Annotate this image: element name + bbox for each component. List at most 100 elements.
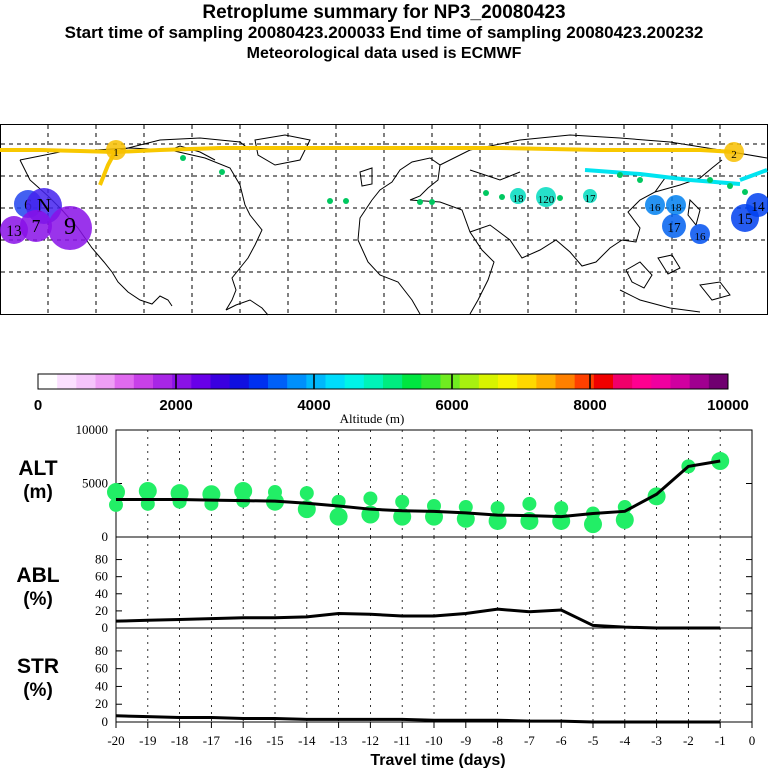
colorbar-swatch [670, 374, 691, 389]
x-axis: -20 -19 -18 -17 -16 -15 -14 -13 -12 -11 -10 -9 -8 -7-… [107, 722, 755, 768]
plume-dot [417, 199, 423, 205]
x-tick-label: -17 [203, 733, 221, 748]
world-map: 126N13791812017161817161514 [0, 124, 768, 316]
y-tick-label: 80 [95, 643, 108, 658]
y-tick-label: 0 [102, 620, 109, 635]
plume-label: 15 [737, 211, 753, 228]
x-tick-label: -18 [171, 733, 188, 748]
plume-blob [20, 210, 52, 242]
plume-blob [106, 140, 126, 160]
x-tick-label: -12 [362, 733, 379, 748]
panel-str: 0 20 40 60 80 STR(%) [17, 627, 753, 729]
series-line [115, 714, 721, 724]
colorbar-swatch [133, 374, 154, 389]
colorbar-swatch [210, 374, 231, 389]
plume-blob [510, 188, 526, 204]
plume-dot [557, 195, 563, 201]
x-tick-label: -19 [139, 733, 156, 748]
colorbar-swatch [478, 374, 499, 389]
plume-label: 1 [113, 147, 119, 159]
colorbar-swatch [306, 374, 326, 389]
scatter-point [584, 515, 602, 534]
scatter-point [522, 496, 537, 511]
plume-label: 16 [695, 231, 707, 243]
plume-dot [499, 194, 505, 200]
x-tick-label: -20 [107, 733, 124, 748]
panel-title: ALT [18, 457, 57, 480]
colorbar-tick-label: 10000 [707, 397, 749, 414]
colorbar-swatch [440, 374, 461, 389]
plume-track-high [0, 146, 736, 155]
scatter-point [427, 498, 441, 513]
plume-blob [666, 195, 686, 215]
panel-alt: 0 5000 10000 ALT(m) [18, 422, 753, 544]
colorbar-swatch [708, 374, 729, 389]
x-tick-label: -6 [556, 733, 567, 748]
y-tick-label: 40 [95, 678, 108, 693]
scatter-point [299, 486, 314, 501]
plume-blob [724, 142, 744, 162]
colorbar-swatch [95, 374, 116, 389]
chart-panels: 0500010000ALT(m)020406080ABL(%)020406080… [16, 422, 755, 768]
x-tick-label: -13 [330, 733, 347, 748]
x-tick-label: -4 [619, 733, 630, 748]
colorbar-tick-label: 6000 [435, 397, 468, 414]
plume-label: 18 [671, 202, 683, 214]
scatter-point [172, 494, 187, 509]
plume-blob [583, 189, 597, 203]
y-tick-label: 60 [95, 569, 108, 584]
x-tick-label: -14 [298, 733, 316, 748]
plume-blob [662, 214, 686, 238]
x-tick-label: -8 [492, 733, 503, 748]
colorbar-swatch [38, 374, 58, 389]
x-tick-label: 0 [749, 733, 756, 748]
colorbar-swatch [287, 374, 307, 389]
colorbar-swatch [229, 374, 250, 389]
colorbar-swatch [421, 374, 441, 389]
plume-label: 18 [513, 193, 525, 205]
scatter-point [615, 510, 634, 529]
colorbar-swatch [383, 374, 403, 389]
colorbar-swatch [632, 374, 652, 389]
colorbar-swatch [574, 374, 595, 389]
colorbar-swatch [344, 374, 365, 389]
plume-label: 17 [667, 220, 681, 235]
panel-unit: (m) [23, 482, 53, 503]
x-tick-label: -1 [715, 733, 726, 748]
y-tick-label: 0 [102, 529, 109, 544]
y-tick-label: 40 [95, 586, 108, 601]
colorbar-swatch [402, 374, 422, 389]
x-tick-label: -7 [524, 733, 535, 748]
plume-label: 9 [64, 213, 76, 240]
x-tick-label: -10 [425, 733, 442, 748]
plume-track-mid [739, 168, 768, 182]
plume-blob [48, 206, 92, 250]
colorbar-tick-label: 0 [34, 397, 42, 414]
plume-label: 16 [650, 202, 662, 214]
colorbar-swatch [363, 374, 384, 389]
x-axis-label: Travel time (days) [370, 752, 505, 768]
x-tick-label: -11 [394, 733, 411, 748]
colorbar-tick-label: 2000 [159, 397, 192, 414]
scatter-point [554, 501, 569, 516]
y-tick-label: 60 [95, 661, 108, 676]
panel-title: ABL [16, 564, 59, 587]
panel-unit: (%) [23, 589, 53, 610]
colorbar-swatch [268, 374, 288, 389]
x-tick-label: -3 [651, 733, 662, 748]
colorbar-label: Altitude (m) [340, 411, 405, 426]
met-data-note: Meteorological data used is ECMWF [246, 45, 522, 62]
colorbar-frame [37, 373, 729, 390]
colorbar-swatch [459, 374, 480, 389]
x-tick-label: -2 [683, 733, 694, 748]
scatter-point [107, 483, 125, 502]
y-tick-label: 5000 [82, 476, 108, 491]
colorbar-tick-label: 4000 [297, 397, 330, 414]
x-tick-label: -15 [266, 733, 283, 748]
colorbar-swatch [613, 374, 633, 389]
plume-dot [219, 169, 225, 175]
colorbar-swatch [57, 374, 77, 389]
colorbar-swatch [498, 374, 518, 389]
sampling-times: Start time of sampling 20080423.200033 E… [64, 23, 704, 42]
